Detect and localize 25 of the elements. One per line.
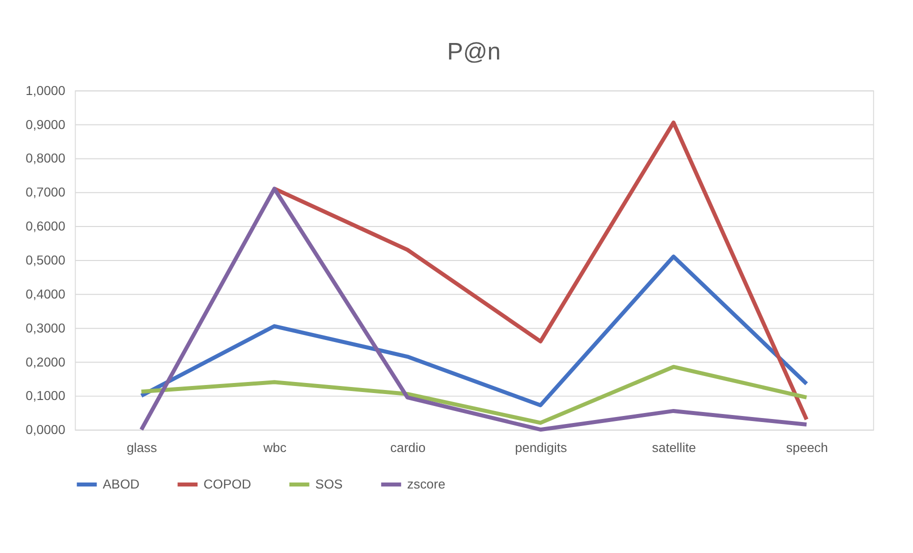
y-tick-label: 0,7000 (26, 184, 66, 200)
y-tick-label: 0,0000 (26, 422, 66, 438)
y-tick-label: 0,3000 (26, 320, 66, 336)
line-series (139, 254, 809, 408)
y-tick-label: 1,0000 (26, 82, 66, 98)
y-tick-label: 0,8000 (26, 150, 66, 166)
y-tick-label: 0,2000 (26, 354, 66, 370)
legend-label: SOS (315, 476, 344, 492)
x-tick-label: cardio (390, 440, 426, 456)
y-tick-label: 0,1000 (26, 388, 66, 404)
x-tick-label: pendigits (515, 440, 568, 456)
y-tick-label: 0,9000 (26, 116, 66, 132)
x-tick-label: speech (786, 440, 828, 456)
y-tick-label: 0,6000 (26, 218, 66, 234)
x-tick-label: satellite (652, 440, 696, 456)
legend-label: COPOD (204, 476, 252, 492)
legend-label: ABOD (102, 476, 140, 492)
y-tick-label: 0,5000 (26, 252, 66, 268)
x-tick-label: wbc (262, 440, 287, 456)
x-tick-label: glass (126, 440, 158, 456)
chart-title: P@n (447, 38, 501, 66)
line-series (139, 364, 809, 425)
line-series (139, 186, 809, 432)
y-tick-label: 0,4000 (26, 286, 66, 302)
legend-label: zscore (407, 476, 446, 492)
